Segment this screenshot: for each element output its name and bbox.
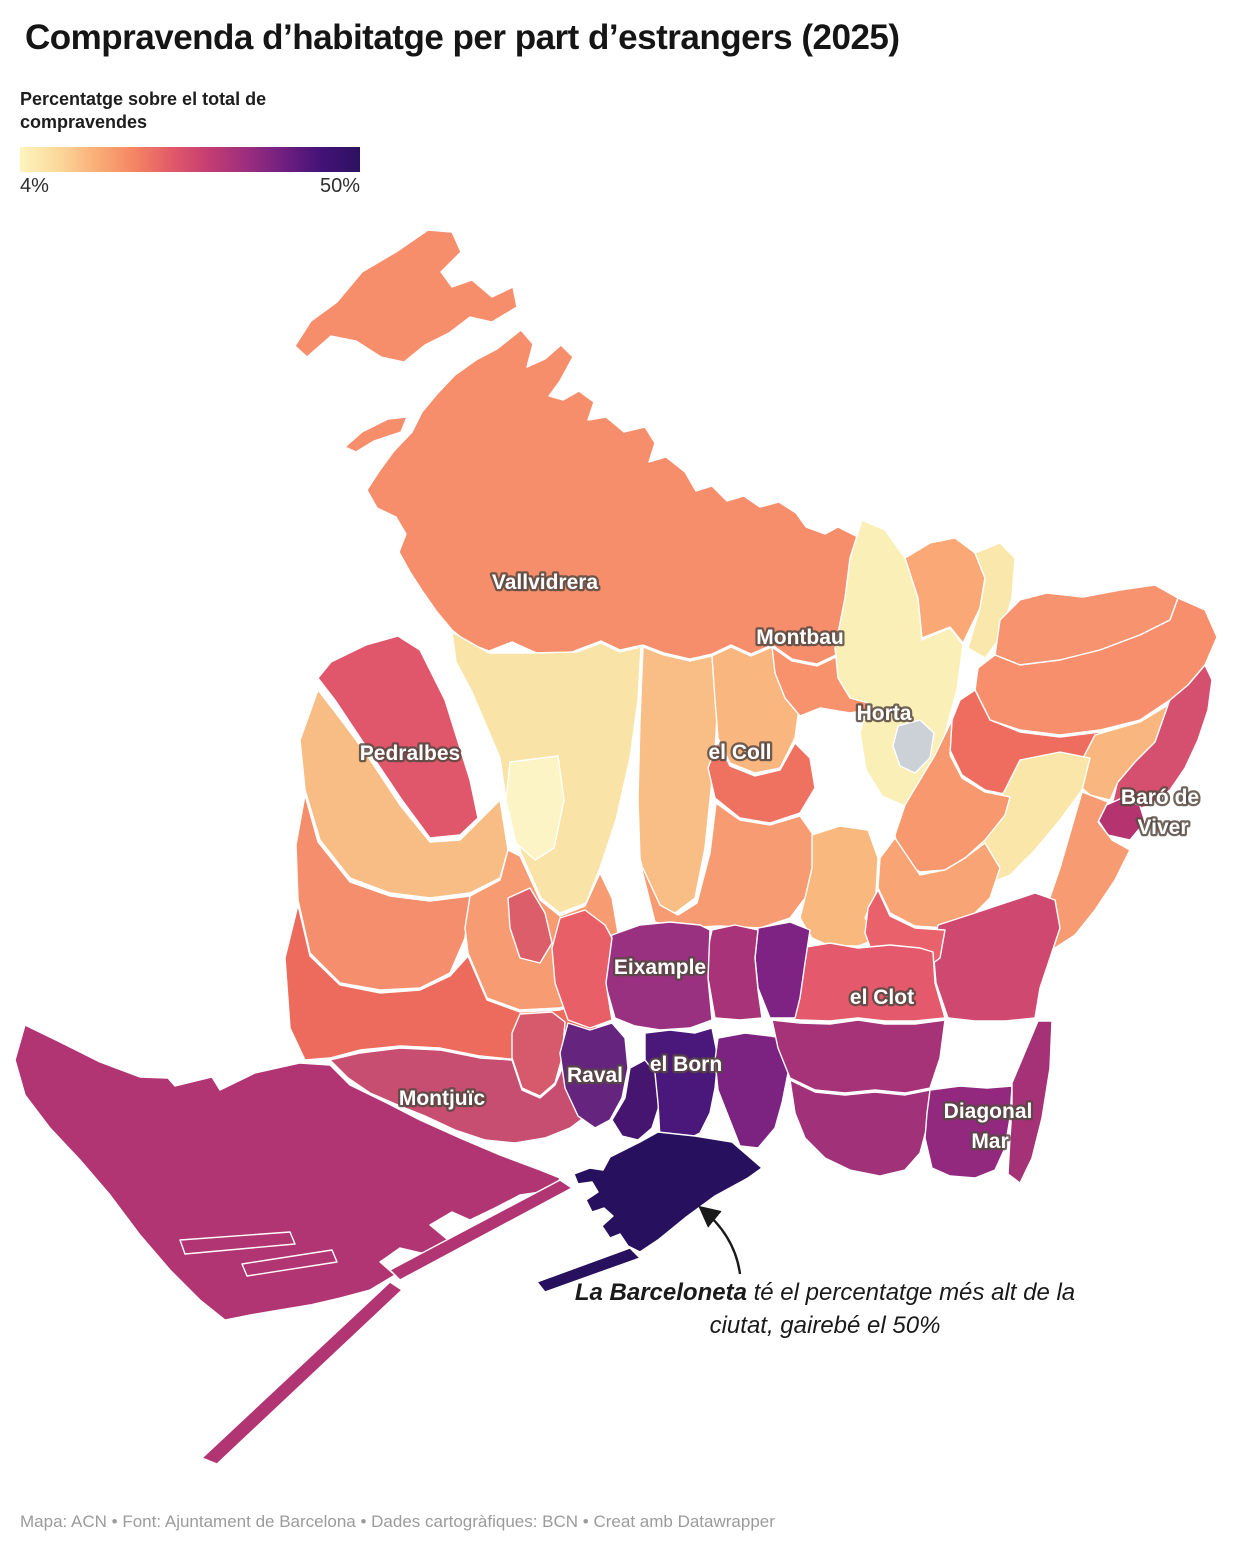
map-label-raval: Raval	[567, 1064, 623, 1087]
region-vallvidrera[interactable]	[366, 329, 918, 665]
map-label-viver: Viver	[1138, 816, 1189, 839]
map-label-bar-de: Baró de	[1121, 786, 1199, 809]
map-label-pedralbes: Pedralbes	[360, 742, 460, 765]
legend-gradient	[20, 146, 360, 172]
region-sant-marti-nord[interactable]	[932, 892, 1061, 1022]
map-labels: Vallvidrera Montbau Horta el Coll Pedralbes B…	[358, 569, 1202, 1156]
map-label-vallvidrera: Vallvidrera	[492, 571, 599, 594]
region-la-sagrera[interactable]	[877, 837, 1001, 929]
region-el-coll[interactable]	[707, 741, 816, 824]
map-label-mar: Mar	[971, 1130, 1008, 1153]
map-label-horta: Horta	[857, 702, 912, 725]
region-diagonal-mar[interactable]	[924, 1085, 1013, 1179]
legend: Percentatge sobre el total de compravend…	[20, 88, 360, 198]
region-les-corts-oest[interactable]	[295, 794, 471, 991]
region-port-espigo[interactable]	[389, 1179, 573, 1281]
region-vila-olimpica[interactable]	[714, 1032, 791, 1149]
region-poblenou[interactable]	[771, 1019, 946, 1094]
region-raval[interactable]	[559, 1022, 629, 1129]
map-label-eixample: Eixample	[614, 956, 706, 979]
region-barceloneta[interactable]	[573, 1131, 763, 1253]
region-pedralbes[interactable]	[317, 635, 479, 839]
region-gracia[interactable]	[639, 802, 816, 929]
region-sagrada-familia[interactable]	[707, 924, 763, 1021]
region-el-clot[interactable]	[771, 942, 946, 1022]
region-port-moll-1[interactable]	[179, 1231, 296, 1255]
footer-credit: Mapa: ACN • Font: Ajuntament de Barcelon…	[20, 1512, 775, 1531]
legend-min: 4%	[20, 174, 49, 197]
region-sant-gervasi[interactable]	[637, 646, 719, 914]
legend-max: 50%	[319, 174, 360, 197]
region-port-moll-2[interactable]	[241, 1249, 338, 1277]
region-zona-franca[interactable]	[14, 1024, 561, 1321]
legend-label: Percentatge sobre el total de compravend…	[20, 89, 267, 133]
map-label-el-coll: el Coll	[708, 741, 771, 764]
region-poblenou-mar[interactable]	[789, 1079, 931, 1177]
region-el-born[interactable]	[644, 1027, 719, 1144]
map-label-montju-c: Montjuïc	[399, 1087, 486, 1110]
region-vall-hebron[interactable]	[967, 542, 1016, 659]
map-label-montbau: Montbau	[756, 626, 843, 649]
annotation-arrow	[698, 1205, 742, 1275]
annotation-bold: La Barceloneta	[574, 1279, 747, 1306]
map-label-diagonal: Diagonal	[944, 1100, 1033, 1123]
page-title: Compravenda d’habitatge per part d’estra…	[25, 18, 900, 57]
region-tres-torres[interactable]	[505, 755, 565, 861]
region-front-maritim[interactable]	[1007, 1020, 1053, 1184]
map-label-el-born: el Born	[650, 1053, 722, 1076]
region-port-espigo-sud[interactable]	[201, 1281, 403, 1465]
region-sant-antoni[interactable]	[551, 909, 613, 1029]
map-regions	[14, 229, 1218, 1465]
region-vallvidrera-nord[interactable]	[294, 229, 518, 363]
map-label-el-clot: el Clot	[850, 986, 914, 1009]
region-vallvidrera-sliver[interactable]	[344, 416, 408, 453]
region-poble-sec[interactable]	[511, 1011, 566, 1097]
region-grey-sense-dades[interactable]	[892, 719, 935, 774]
legend-ticks: 4% 50%	[20, 175, 360, 198]
annotation-text: La Barceloneta té el percentatge més alt…	[574, 1279, 1076, 1339]
region-maternitat[interactable]	[507, 887, 553, 964]
region-baro-de-viver[interactable]	[1097, 797, 1146, 841]
region-barceloneta-moll[interactable]	[536, 1247, 641, 1293]
